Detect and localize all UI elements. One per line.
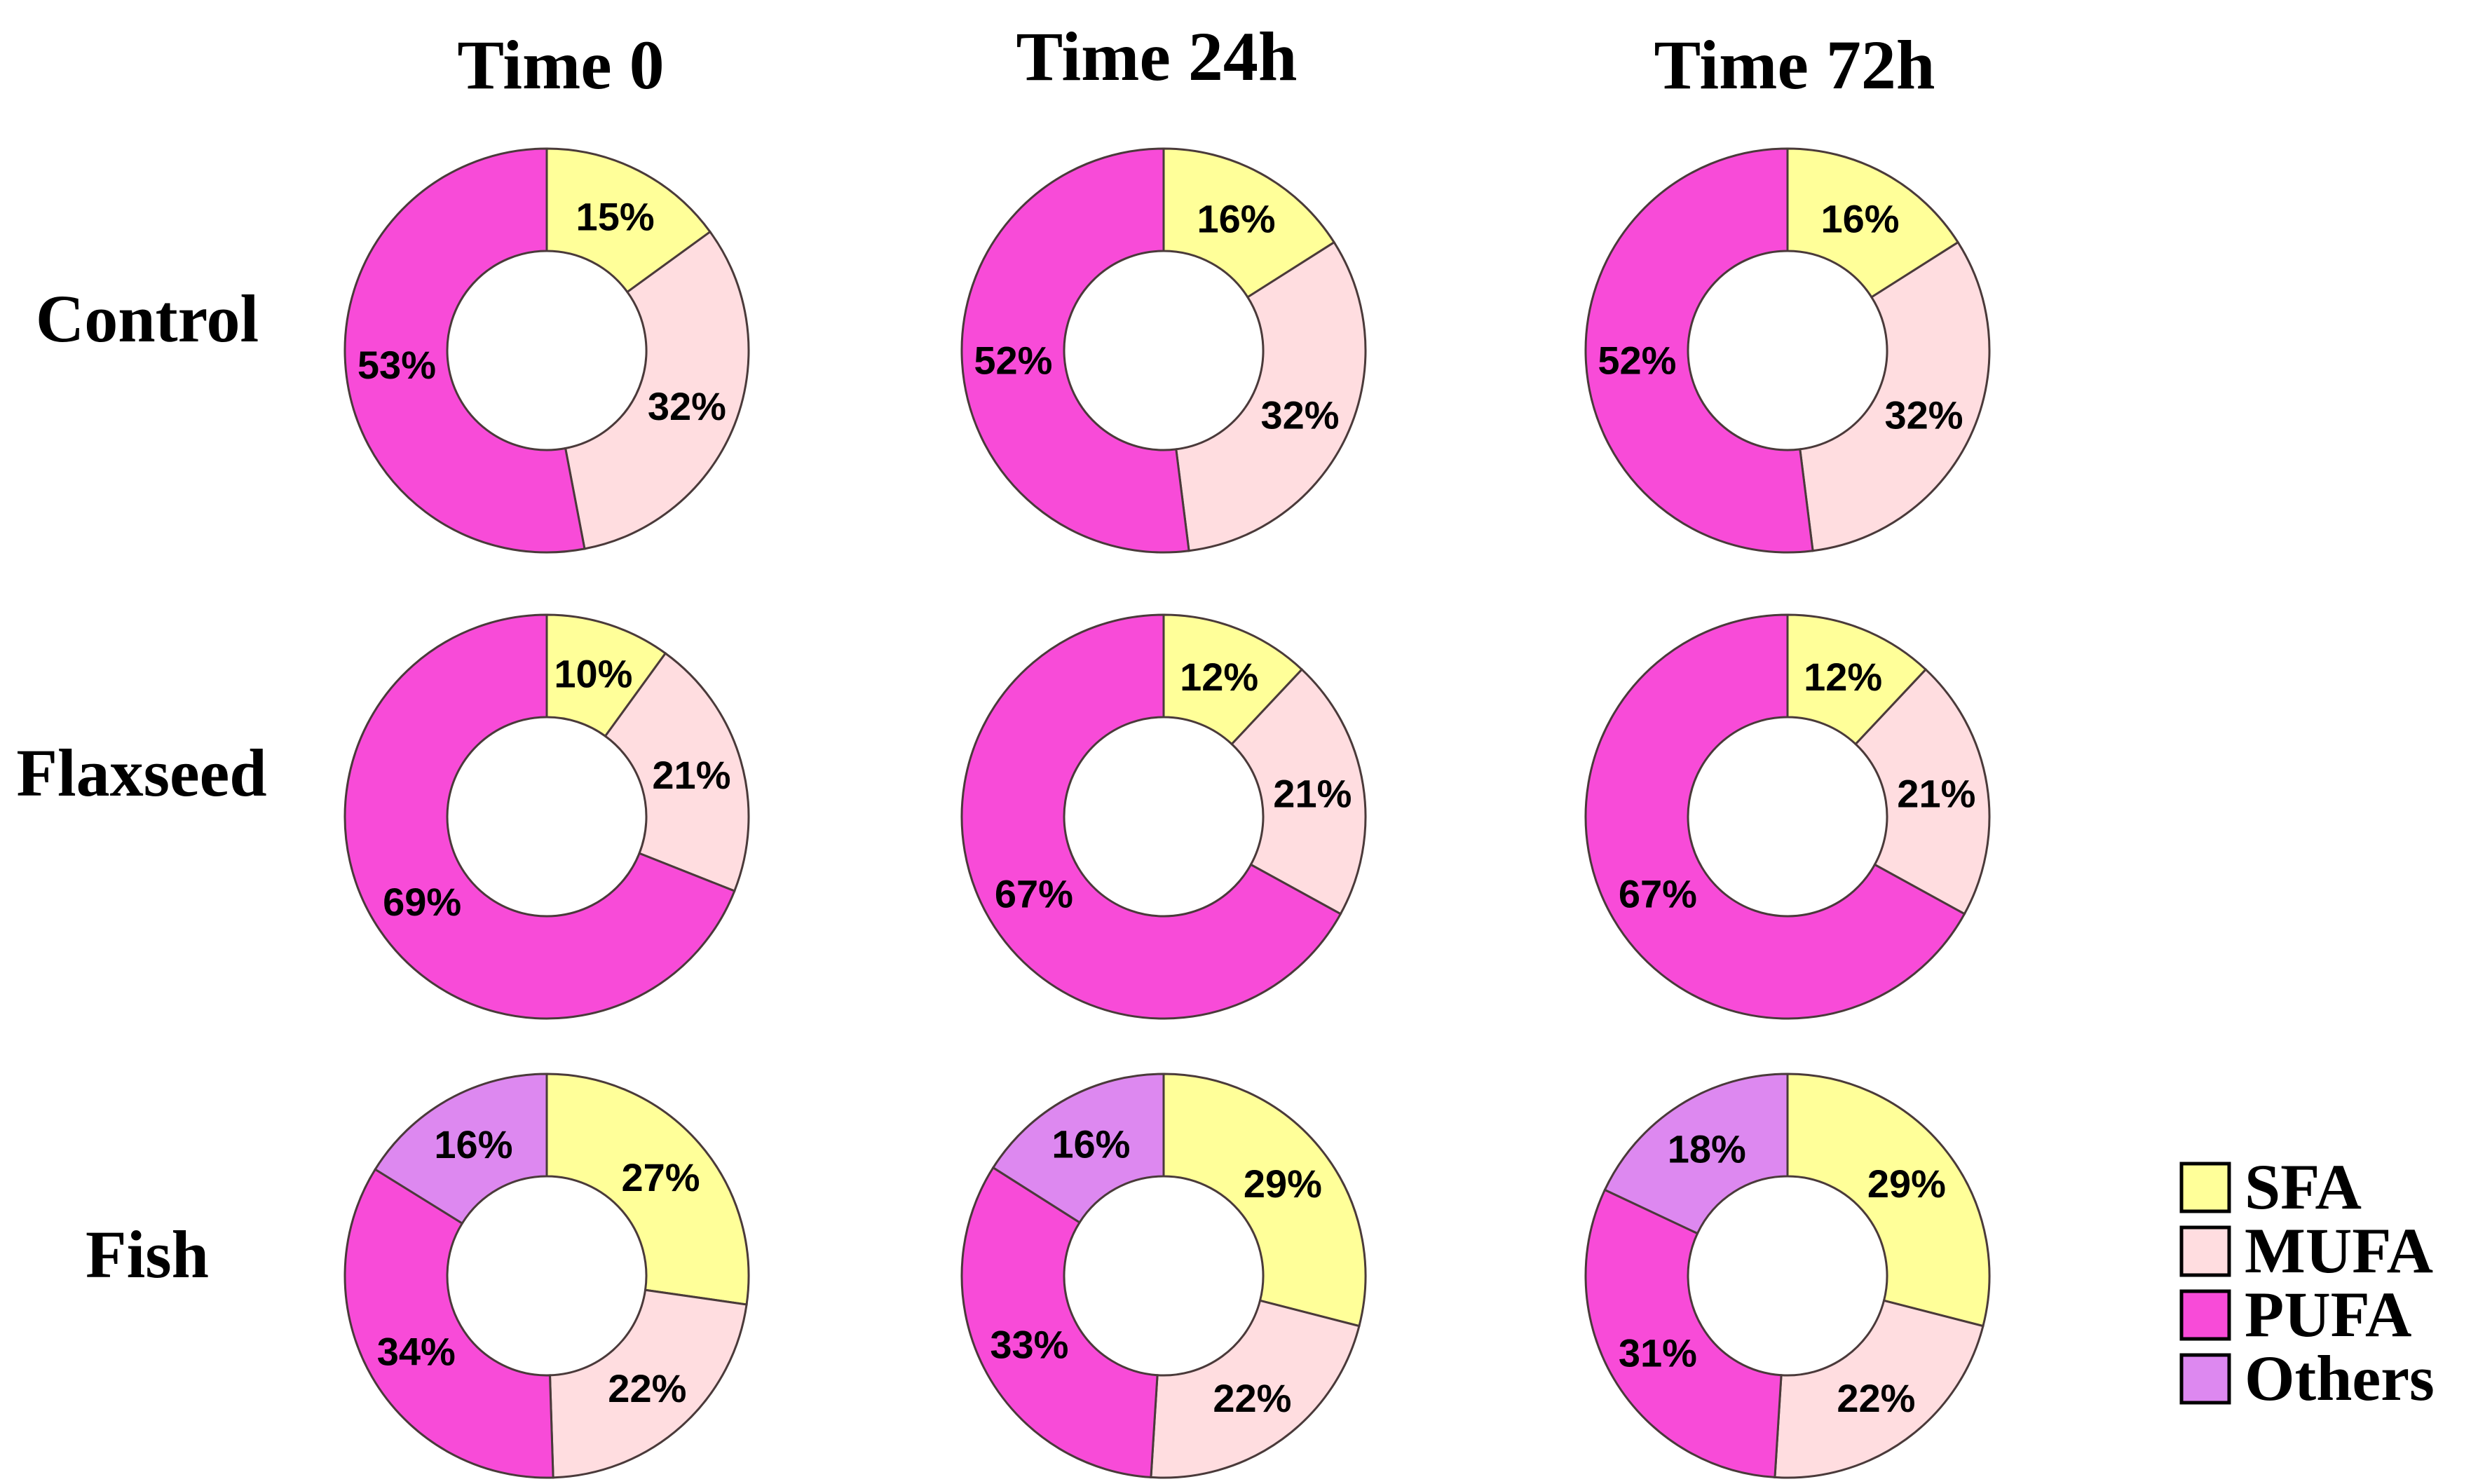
slice-mufa — [1799, 240, 1991, 552]
slice-mufa — [564, 230, 750, 550]
legend-label-mufa: MUFA — [2245, 1215, 2433, 1286]
slice-label-pufa: 67% — [1619, 871, 1697, 915]
slice-pufa — [960, 613, 1342, 1020]
donut-flaxseed-time-72h: 12% 21% 67% — [1584, 613, 1991, 1020]
slice-label-pufa: 52% — [1598, 338, 1676, 382]
slice-sfa — [1786, 613, 1928, 746]
slice-sfa — [1786, 1073, 1991, 1328]
slice-label-sfa: 12% — [1804, 655, 1882, 699]
slice-label-others: 18% — [1668, 1126, 1746, 1171]
slice-label-pufa: 33% — [990, 1323, 1068, 1367]
slice-label-mufa: 32% — [1884, 393, 1963, 437]
legend-label-pufa: PUFA — [2245, 1279, 2411, 1350]
slice-mufa — [1854, 667, 1991, 915]
slice-others — [374, 1073, 548, 1225]
slice-label-mufa: 32% — [1260, 393, 1339, 437]
slice-others — [1603, 1073, 1789, 1235]
donut-fish-time-72h: 29% 22% 31% 18% — [1584, 1073, 1991, 1479]
slice-label-others: 16% — [434, 1122, 512, 1166]
donut-control-time-0: 15% 32% 53% — [343, 147, 750, 554]
slice-label-mufa: 22% — [1837, 1376, 1915, 1420]
slice-mufa — [1230, 667, 1367, 915]
slice-label-pufa: 69% — [383, 880, 461, 924]
slice-pufa — [1584, 613, 1966, 1020]
legend-label-others: Others — [2245, 1342, 2435, 1414]
slice-sfa — [545, 147, 712, 294]
donut-panels: 15% 32% 53% 16% 32% 52% 16% 32% 52% 10% 21% 69% 12% 2… — [343, 147, 1991, 1479]
slice-label-mufa: 21% — [1897, 771, 1975, 815]
slice-label-mufa: 22% — [1213, 1376, 1291, 1420]
slice-label-others: 16% — [1051, 1122, 1130, 1166]
legend-swatch-mufa — [2179, 1225, 2231, 1277]
slice-label-pufa: 53% — [358, 343, 436, 387]
slice-sfa — [545, 1073, 750, 1306]
slice-pufa — [1584, 147, 1814, 554]
legend-label-sfa: SFA — [2245, 1151, 2362, 1223]
slice-label-pufa: 34% — [377, 1330, 456, 1374]
slice-label-sfa: 29% — [1244, 1162, 1322, 1206]
slice-label-pufa: 52% — [974, 338, 1052, 382]
slice-label-pufa: 67% — [995, 871, 1073, 915]
slice-label-mufa: 22% — [608, 1366, 686, 1410]
slice-mufa — [1150, 1299, 1361, 1479]
slice-label-sfa: 10% — [554, 652, 632, 696]
slice-others — [991, 1073, 1165, 1224]
column-title-time-72h: Time 72h — [1654, 26, 1935, 104]
column-titles: Time 0 Time 24h Time 72h — [457, 18, 1935, 104]
slice-mufa — [548, 1288, 748, 1479]
slice-sfa — [1162, 1073, 1367, 1328]
slice-label-sfa: 29% — [1867, 1162, 1946, 1206]
slice-label-mufa: 21% — [1273, 771, 1352, 815]
column-title-time-0: Time 0 — [457, 26, 664, 104]
row-label-flaxseed: Flaxseed — [16, 735, 266, 810]
slice-label-pufa: 31% — [1619, 1330, 1697, 1375]
slice-pufa — [960, 147, 1190, 554]
row-labels: Control Flaxseed Fish — [16, 281, 266, 1292]
legend-swatch-pufa — [2179, 1289, 2231, 1341]
donut-flaxseed-time-0: 10% 21% 69% — [343, 613, 750, 1020]
slice-label-sfa: 15% — [576, 194, 655, 238]
row-label-control: Control — [36, 281, 259, 356]
slice-sfa — [1162, 613, 1304, 746]
donut-control-time-72h: 16% 32% 52% — [1584, 147, 1991, 554]
row-label-fish: Fish — [86, 1217, 209, 1292]
donut-control-time-24h: 16% 32% 52% — [960, 147, 1367, 554]
legend-swatch-others — [2179, 1353, 2231, 1405]
slice-label-sfa: 27% — [621, 1155, 700, 1199]
slice-label-sfa: 16% — [1197, 197, 1276, 241]
slice-label-sfa: 16% — [1821, 197, 1900, 241]
slice-pufa — [960, 1166, 1159, 1479]
slice-pufa — [343, 1168, 554, 1479]
slice-mufa — [1774, 1299, 1985, 1479]
column-title-time-24h: Time 24h — [1016, 18, 1298, 95]
slice-pufa — [343, 613, 736, 1020]
slice-sfa — [1786, 147, 1960, 299]
legend-swatch-sfa — [2179, 1162, 2231, 1213]
donut-flaxseed-time-24h: 12% 21% 67% — [960, 613, 1367, 1020]
slice-label-sfa: 12% — [1180, 655, 1258, 699]
slice-sfa — [1162, 147, 1336, 299]
slice-mufa — [1175, 240, 1367, 552]
slice-pufa — [343, 147, 586, 554]
slice-label-mufa: 32% — [648, 384, 726, 428]
donut-fish-time-24h: 29% 22% 33% 16% — [960, 1073, 1367, 1479]
slice-label-mufa: 21% — [652, 753, 730, 797]
donut-fish-time-0: 27% 22% 34% 16% — [343, 1073, 750, 1479]
slice-mufa — [604, 651, 750, 892]
slice-pufa — [1584, 1188, 1783, 1479]
